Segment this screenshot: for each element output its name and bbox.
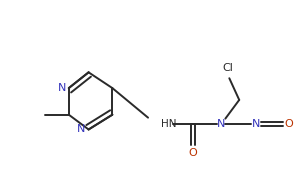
Text: O: O: [284, 119, 293, 129]
Text: HN: HN: [161, 119, 176, 129]
Text: N: N: [217, 119, 225, 129]
Text: N: N: [77, 125, 86, 135]
Text: Cl: Cl: [222, 63, 233, 73]
Text: N: N: [252, 119, 260, 129]
Text: N: N: [57, 83, 66, 93]
Text: O: O: [188, 148, 197, 158]
